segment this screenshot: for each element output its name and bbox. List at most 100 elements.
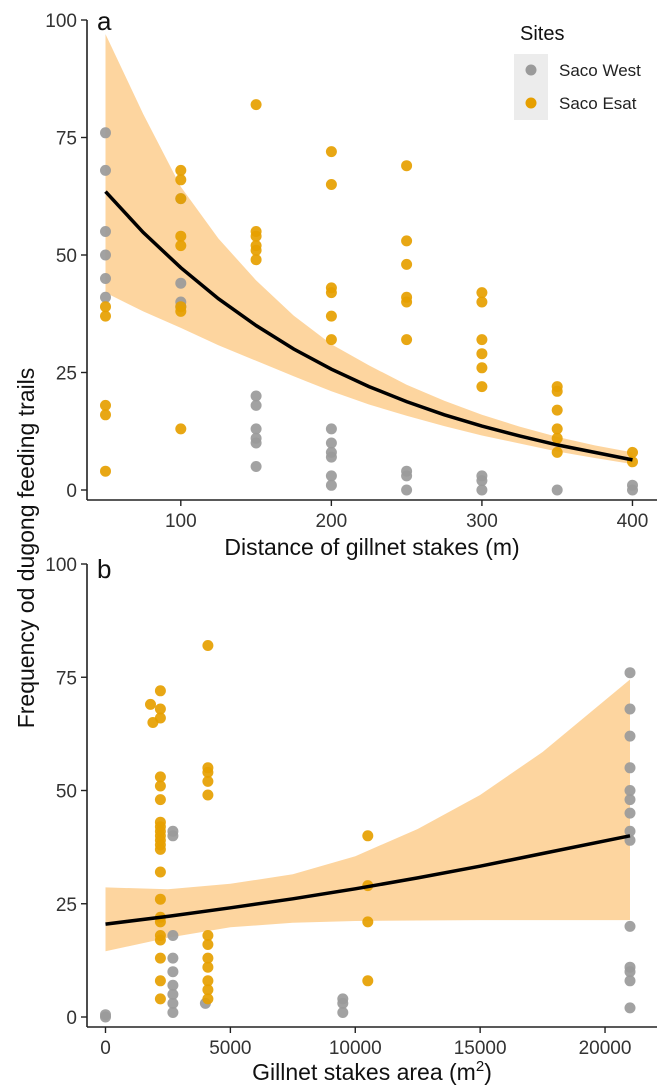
point-a-saco-east-35 [476,362,488,374]
point-a-saco-east-20 [325,179,337,190]
point-a-saco-west-21 [325,479,337,491]
point-a-saco-east-31 [476,287,488,299]
point-a-saco-west-16 [325,423,337,435]
legend-key-bg [514,54,548,120]
y-tick-label-b-2: 50 [56,782,77,803]
panel-tag-b: b [97,554,111,584]
x-tick-label-a-3: 400 [617,511,649,532]
point-b-saco-east-4 [154,712,166,724]
point-b-saco-west-21 [624,807,636,819]
points-b [100,640,636,1023]
point-a-saco-east-4 [100,465,111,477]
point-b-saco-west-9 [167,997,179,1009]
point-b-saco-west-8 [167,988,179,1000]
legend-key-saco-west [525,64,537,76]
y-tick-label-a-0: 0 [66,481,77,502]
point-a-saco-west-14 [250,437,262,449]
point-a-saco-west-2 [100,226,111,237]
y-axis-title: Frequency od dugong feeding trails [13,368,39,729]
point-a-saco-east-3 [100,409,111,421]
point-a-saco-west-24 [401,484,413,496]
point-a-saco-east-42 [551,446,563,458]
point-a-saco-east-33 [476,334,488,346]
x-axis-title-b-end: ) [484,1059,492,1085]
point-a-saco-west-4 [100,273,111,284]
point-b-saco-east-20 [154,934,166,946]
point-b-saco-east-38 [362,916,374,928]
point-a-saco-east-40 [551,423,563,435]
point-a-saco-east-24 [325,334,337,346]
y-ticks-a: 0 25 50 75 100 [45,11,87,502]
point-b-saco-west-14 [337,1007,349,1018]
y-tick-label-b-1: 25 [56,895,77,916]
point-b-saco-west-18 [624,762,636,774]
x-axis-title-a: Distance of gillnet stakes (m) [224,534,519,560]
point-b-saco-west-16 [624,703,636,715]
point-b-saco-west-24 [624,920,636,932]
point-a-saco-east-23 [325,310,337,322]
point-a-saco-east-18 [250,254,262,266]
point-a-saco-east-17 [250,244,262,256]
panel-tag-a: a [97,6,112,36]
point-b-saco-east-33 [202,975,214,987]
x-tick-label-b-0: 0 [100,1038,111,1059]
point-b-saco-west-27 [624,975,636,987]
x-tick-label-b-3: 15000 [454,1038,507,1059]
point-a-saco-east-25 [401,160,413,172]
point-a-saco-east-5 [175,164,187,176]
point-a-saco-west-5 [100,291,111,303]
point-a-saco-east-32 [476,296,488,308]
x-axis-title-b-sup: 2 [476,1058,484,1075]
point-a-saco-west-26 [476,475,488,487]
point-a-saco-west-12 [250,423,262,435]
point-a-saco-east-6 [175,174,187,186]
point-b-saco-west-19 [624,785,636,796]
point-a-saco-west-28 [551,484,563,496]
x-tick-label-a-0: 100 [165,511,197,532]
point-b-saco-west-26 [624,966,636,978]
fit-line-a [104,190,633,462]
point-a-saco-east-29 [401,296,413,308]
point-b-saco-west-3 [167,830,179,842]
legend-key-saco-east [525,97,537,109]
point-b-saco-east-14 [154,843,166,855]
point-a-saco-west-19 [325,451,337,463]
point-b-saco-east-2 [154,685,166,697]
legend-label-saco-east: Saco Esat [559,94,637,113]
point-b-saco-east-22 [154,975,166,987]
x-tick-label-a-2: 300 [466,511,498,532]
point-b-saco-east-27 [202,775,214,787]
point-b-saco-east-39 [362,975,374,987]
point-b-saco-west-1 [100,1009,111,1021]
point-b-saco-west-13 [337,997,349,1009]
point-b-saco-west-10 [167,1007,179,1018]
point-a-saco-west-11 [250,399,262,411]
point-a-saco-east-19 [325,146,337,158]
confidence-ribbon-a [105,34,633,465]
point-a-saco-west-27 [476,484,488,496]
point-b-saco-east-32 [202,961,214,973]
point-b-saco-east-26 [202,766,214,778]
point-a-saco-west-15 [250,461,262,472]
point-a-saco-east-43 [627,446,638,458]
point-a-saco-east-12 [175,423,187,435]
point-a-saco-east-1 [100,310,111,322]
point-a-saco-east-9 [175,240,187,252]
point-b-saco-east-29 [202,930,214,941]
point-a-saco-west-3 [100,249,111,261]
point-a-saco-east-39 [551,404,563,416]
point-a-saco-east-27 [401,258,413,270]
point-a-saco-east-15 [250,230,262,242]
point-a-saco-west-7 [175,277,187,289]
x-axis-title-b: Gillnet stakes area (m2) [252,1058,492,1085]
point-b-saco-east-34 [202,984,214,996]
point-b-saco-west-17 [624,730,636,742]
point-a-saco-west-1 [100,164,111,176]
point-b-saco-west-22 [624,825,636,837]
point-b-saco-east-5 [154,771,166,783]
point-a-saco-east-26 [401,235,413,247]
point-b-saco-east-7 [154,794,166,806]
point-a-saco-west-17 [325,437,337,449]
confidence-ribbon-b [105,679,630,952]
